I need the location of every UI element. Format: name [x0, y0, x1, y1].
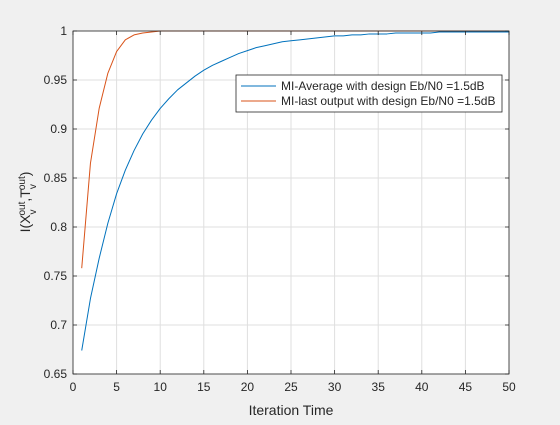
y-axis-label: I(Xvout,Tvout)	[17, 172, 39, 233]
x-tick-label: 35	[372, 380, 386, 394]
legend-label-last-output: MI-last output with design Eb/N0 =1.5dB	[281, 94, 495, 108]
x-axis-ticks: 0 5 10 15 20 25 30 35 40 45 50	[70, 31, 516, 394]
y-axis-ticks: 0.65 0.7 0.75 0.8 0.85 0.9 0.95 1	[44, 24, 509, 381]
legend-box	[235, 74, 503, 113]
y-tick-label: 0.65	[44, 367, 68, 381]
x-tick-label: 25	[284, 380, 298, 394]
y-tick-label: 0.85	[44, 171, 68, 185]
y-tick-label: 0.8	[50, 220, 67, 234]
x-tick-label: 45	[459, 380, 473, 394]
x-tick-label: 30	[328, 380, 342, 394]
x-tick-label: 0	[70, 380, 77, 394]
x-tick-label: 50	[502, 380, 516, 394]
x-axis-label: Iteration Time	[249, 402, 334, 418]
x-tick-label: 10	[154, 380, 168, 394]
x-tick-label: 40	[415, 380, 429, 394]
y-tick-label: 0.9	[50, 122, 67, 136]
series-line-average	[81, 31, 509, 351]
y-tick-label: 0.75	[44, 269, 68, 283]
x-tick-label: 15	[197, 380, 211, 394]
y-tick-label: 0.95	[44, 73, 68, 87]
legend-label-average: MI-Average with design Eb/N0 =1.5dB	[281, 79, 485, 93]
y-tick-label: 1	[60, 24, 67, 38]
legend: MI-Average with design Eb/N0 =1.5dB MI-l…	[235, 74, 503, 113]
x-tick-label: 5	[113, 380, 120, 394]
y-tick-label: 0.7	[50, 318, 67, 332]
x-tick-label: 20	[241, 380, 255, 394]
